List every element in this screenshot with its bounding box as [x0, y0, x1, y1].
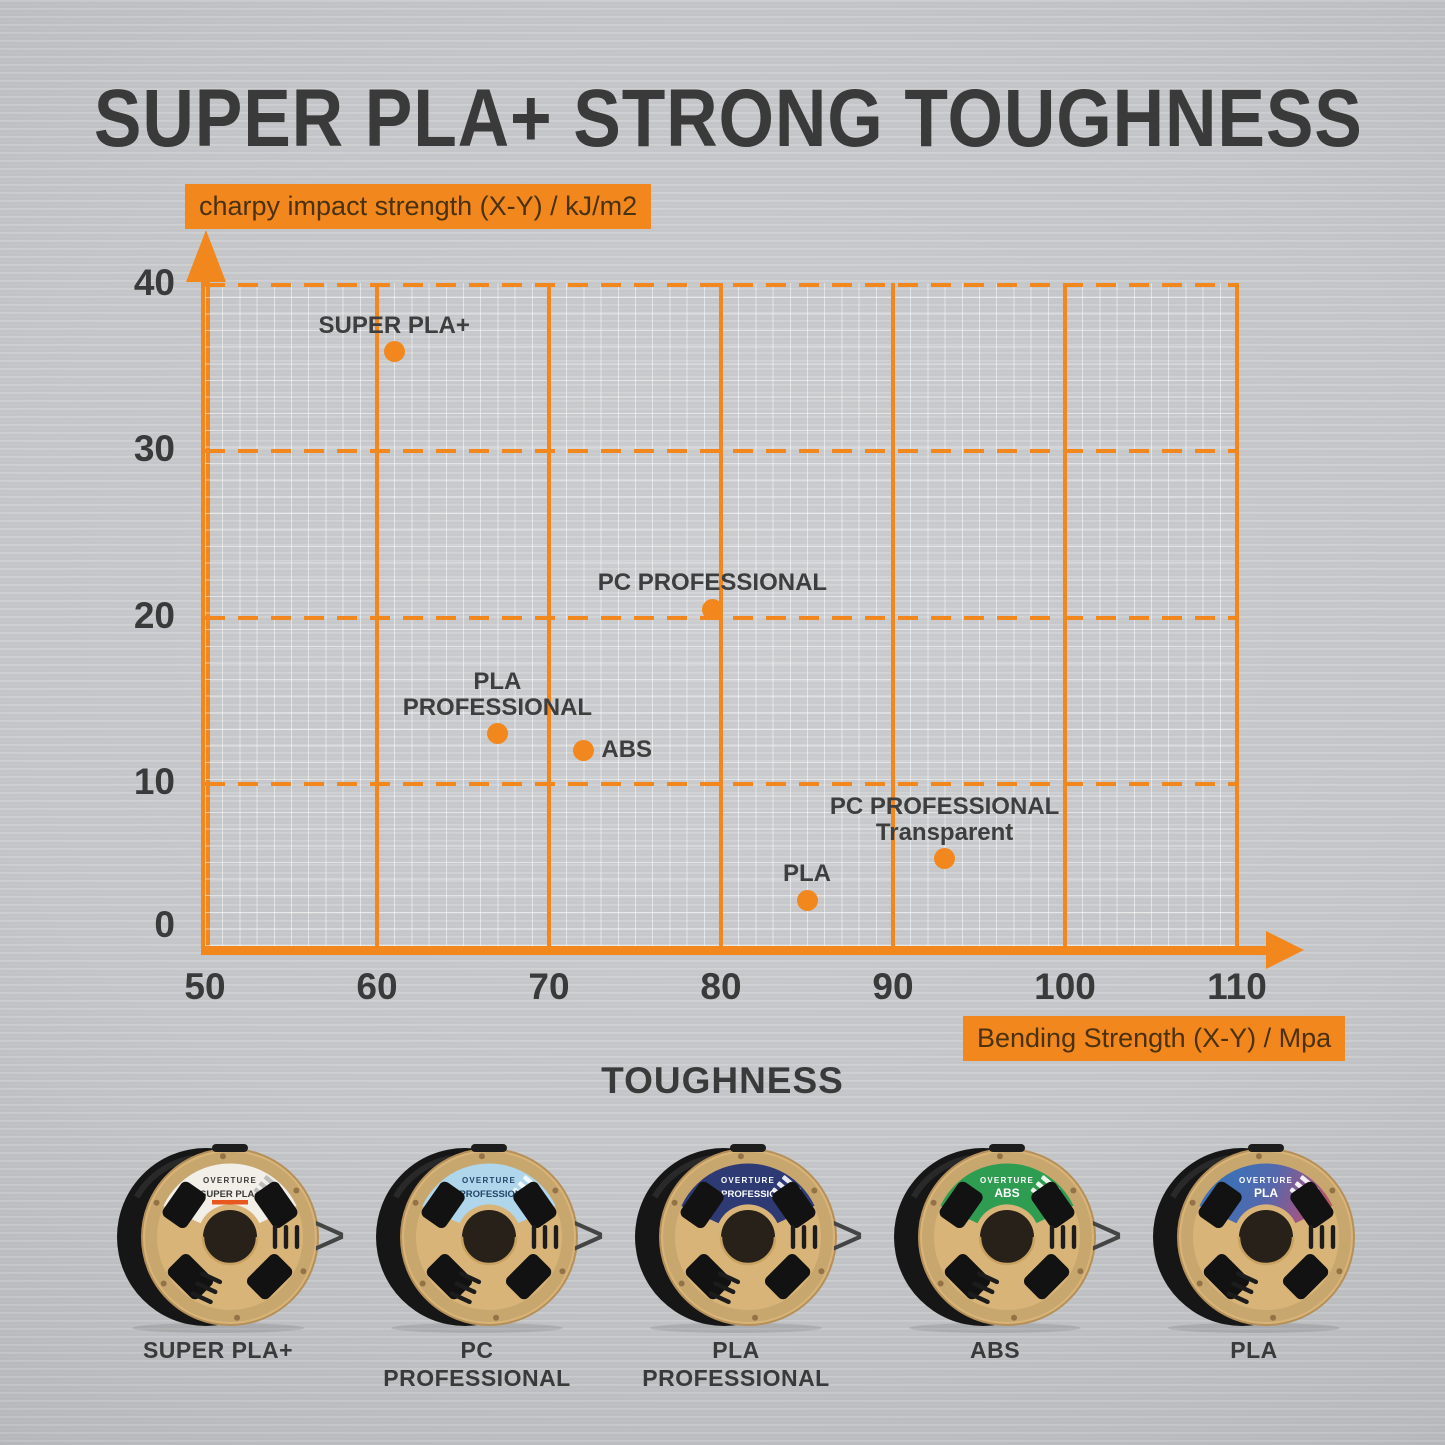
gridline-x-110: [1235, 283, 1239, 950]
x-axis-line: [201, 946, 1268, 955]
spool-super-pla: OVERTURE SUPER PLA+: [100, 1138, 336, 1336]
comparison-separator-icon-3: >: [831, 1201, 864, 1268]
svg-text:OVERTURE: OVERTURE: [203, 1176, 257, 1185]
data-point-abs: [572, 740, 594, 761]
x-tick-label-80: 80: [700, 966, 742, 1007]
svg-text:OVERTURE: OVERTURE: [462, 1176, 516, 1185]
spool-caption-super-pla: SUPER PLA+: [142, 1337, 294, 1363]
page-title: SUPER PLA+ STRONG TOUGHNESS: [93, 73, 1363, 164]
spool-caption-abs: ABS: [969, 1337, 1021, 1363]
svg-text:PLA PROFESSIONAL: PLA PROFESSIONAL: [700, 1189, 796, 1200]
svg-text:PLA: PLA: [1254, 1186, 1278, 1200]
comparison-separator-icon-4: >: [1090, 1201, 1123, 1268]
data-point-pc-professional: [701, 598, 723, 620]
svg-text:SUPER PLA+: SUPER PLA+: [200, 1189, 260, 1200]
spool-pla-professional: OVERTURE PLA PROFESSIONAL: [618, 1138, 854, 1336]
gridline-y-40: [205, 283, 1237, 287]
y-axis-label: charpy impact strength (X-Y) / kJ/m2: [185, 184, 652, 229]
gridline-y-20: [205, 615, 1237, 620]
data-point-label-super-pla: SUPER PLA+: [318, 311, 470, 339]
svg-text:OVERTURE: OVERTURE: [980, 1176, 1034, 1185]
x-tick-label-110: 110: [1207, 966, 1267, 1007]
x-tick-label-50: 50: [184, 966, 226, 1007]
y-tick-label-30: 30: [133, 428, 175, 470]
spool-caption-pla-professional: PLA PROFESSIONAL: [642, 1337, 830, 1391]
comparison-separator-icon-1: >: [313, 1201, 346, 1268]
gridline-y-30: [205, 449, 1237, 454]
x-tick-label-70: 70: [528, 966, 570, 1007]
y-tick-label-20: 20: [133, 594, 175, 636]
data-point-label-pla-professional: PLA PROFESSIONAL: [402, 667, 593, 721]
data-point-super-pla: [383, 341, 405, 362]
data-point-label-pc-professional-transparent: PC PROFESSIONAL Transparent: [829, 792, 1060, 846]
data-point-label-abs: ABS: [601, 735, 653, 763]
y-tick-label-0: 0: [154, 904, 175, 945]
y-tick-label-40: 40: [133, 262, 175, 303]
data-point-pla-professional: [486, 723, 508, 745]
toughness-heading: TOUGHNESS: [601, 1060, 844, 1101]
spool-caption-pc-professional: PC PROFESSIONAL: [383, 1337, 571, 1391]
spool-pla: OVERTURE PLA: [1136, 1138, 1372, 1336]
svg-text:ABS: ABS: [994, 1186, 1019, 1200]
svg-text:PC PROFESSIONAL: PC PROFESSIONAL: [444, 1189, 535, 1200]
comparison-separator-icon-2: >: [572, 1201, 605, 1268]
data-point-pc-professional-transparent: [934, 848, 956, 870]
svg-text:OVERTURE: OVERTURE: [721, 1176, 775, 1185]
x-tick-label-100: 100: [1034, 966, 1096, 1007]
y-tick-label-10: 10: [133, 760, 175, 802]
x-tick-label-90: 90: [872, 966, 914, 1007]
spool-caption-pla: PLA: [1230, 1337, 1278, 1363]
data-point-label-pla: PLA: [783, 860, 831, 888]
data-point-pla: [796, 889, 818, 911]
x-axis-arrow-icon: [1266, 931, 1304, 969]
svg-text:OVERTURE: OVERTURE: [1239, 1176, 1293, 1185]
x-tick-label-60: 60: [356, 966, 398, 1007]
data-point-label-pc-professional: PC PROFESSIONAL: [597, 569, 828, 597]
gridline-y-10: [205, 781, 1237, 786]
y-axis-arrow-icon: [186, 230, 226, 282]
spool-abs: OVERTURE ABS: [877, 1138, 1113, 1336]
spool-pc-professional: OVERTURE PC PROFESSIONAL: [359, 1138, 595, 1336]
x-axis-label: Bending Strength (X-Y) / Mpa: [963, 1016, 1346, 1061]
